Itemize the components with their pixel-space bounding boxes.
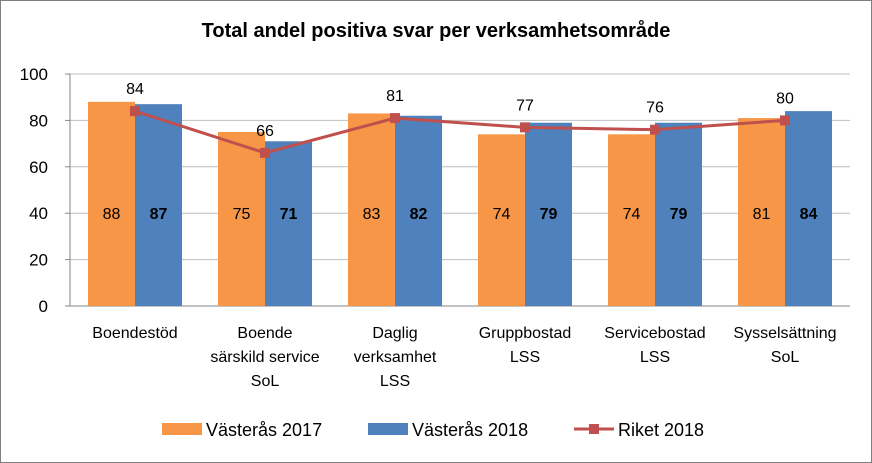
y-tick-label: 60: [29, 158, 48, 177]
bar-2017: [88, 101, 135, 306]
x-category-label: verksamhet: [354, 349, 437, 366]
bar-2017: [348, 113, 395, 306]
riket-marker: [260, 147, 270, 158]
data-label-2017: 88: [103, 206, 121, 223]
x-category-label: Boendestöd: [92, 325, 177, 342]
bar-2017: [478, 134, 525, 306]
data-label-2017: 74: [493, 206, 511, 223]
riket-marker: [130, 106, 140, 117]
y-tick-label: 80: [29, 111, 48, 130]
data-label-riket: 81: [386, 88, 404, 105]
data-label-2017: 81: [753, 206, 771, 223]
x-category-label: LSS: [640, 349, 670, 366]
data-label-2018: 82: [410, 206, 428, 223]
legend-swatch: [162, 423, 202, 435]
data-label-2018: 79: [540, 206, 558, 223]
bar-2018: [395, 115, 442, 306]
legend-label: Västerås 2017: [206, 420, 322, 440]
data-label-2018: 79: [670, 206, 688, 223]
x-category-label: Servicebostad: [604, 325, 705, 342]
riket-marker: [520, 122, 530, 133]
data-label-2017: 75: [233, 206, 251, 223]
bar-2017: [738, 118, 785, 306]
riket-marker: [650, 124, 660, 135]
x-category-label: Sysselsättning: [733, 325, 836, 342]
x-category-label: särskild service: [210, 349, 319, 366]
bar-2018: [785, 111, 832, 307]
riket-marker: [390, 113, 400, 124]
data-label-2018: 71: [280, 206, 298, 223]
bar-2017: [608, 134, 655, 306]
x-category-label: Daglig: [372, 325, 417, 342]
bar-2018: [655, 122, 702, 306]
bar-2018: [265, 141, 312, 306]
legend-swatch: [368, 423, 408, 435]
data-label-2018: 87: [150, 206, 168, 223]
x-category-label: SoL: [771, 349, 800, 366]
data-label-2017: 83: [363, 206, 381, 223]
legend-marker: [589, 424, 599, 434]
x-category-label: LSS: [380, 373, 410, 390]
y-tick-label: 100: [20, 65, 48, 84]
riket-marker: [780, 115, 790, 126]
data-label-riket: 80: [776, 90, 794, 107]
bar-2018: [525, 122, 572, 306]
x-category-label: Boende: [237, 325, 292, 342]
bar-2017: [218, 132, 265, 306]
x-category-label: Gruppbostad: [479, 325, 572, 342]
x-category-label: LSS: [510, 349, 540, 366]
riket-line: [134, 109, 786, 155]
legend-label: Riket 2018: [618, 420, 704, 440]
bar-2018: [135, 104, 182, 306]
y-tick-label: 20: [29, 251, 48, 270]
chart-title: Total andel positiva svar per verksamhet…: [201, 20, 671, 42]
data-label-2018: 84: [800, 206, 818, 223]
data-label-riket: 66: [256, 123, 274, 140]
data-label-2017: 74: [623, 206, 641, 223]
x-category-label: SoL: [251, 373, 280, 390]
data-label-riket: 84: [126, 81, 144, 98]
legend-label: Västerås 2018: [412, 420, 528, 440]
y-tick-label: 0: [39, 297, 48, 316]
y-tick-label: 40: [29, 204, 48, 223]
data-label-riket: 77: [516, 97, 534, 114]
data-label-riket: 76: [646, 100, 664, 117]
